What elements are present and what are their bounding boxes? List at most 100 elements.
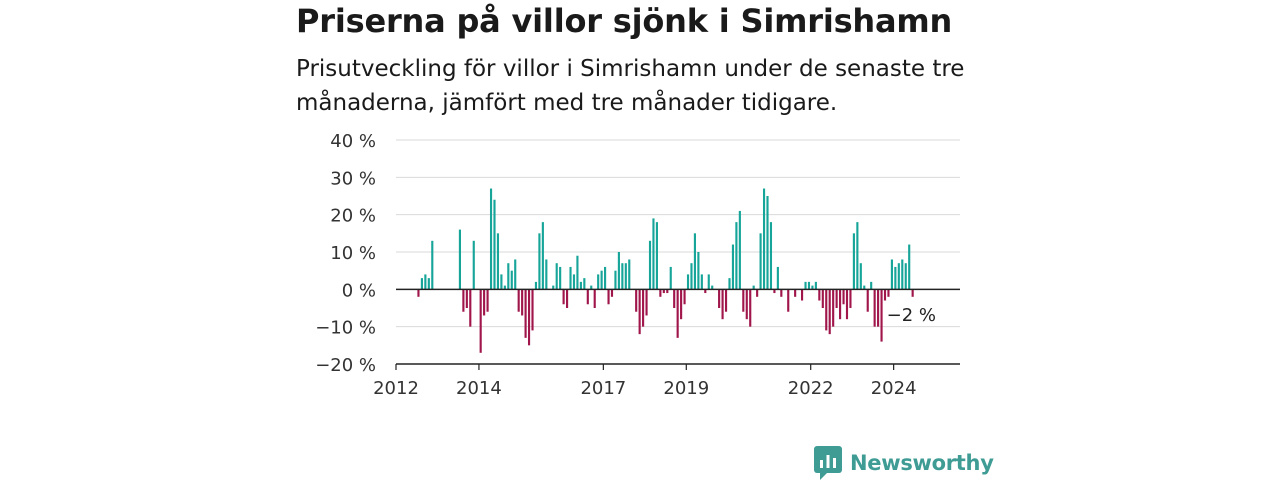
bar xyxy=(856,222,859,290)
bar xyxy=(534,281,538,290)
bar xyxy=(562,289,565,305)
bar xyxy=(828,289,831,335)
bar xyxy=(887,289,890,297)
bar xyxy=(628,259,631,290)
bar xyxy=(510,270,513,290)
bar xyxy=(597,274,600,290)
bar xyxy=(769,222,773,290)
bar xyxy=(531,289,534,331)
bar xyxy=(752,285,755,290)
bar xyxy=(565,289,569,308)
y-tick-label: −10 % xyxy=(315,318,376,339)
x-tick-label: 2012 xyxy=(373,378,419,399)
bar xyxy=(538,233,541,290)
bar xyxy=(486,289,489,312)
bar xyxy=(883,289,887,301)
bar xyxy=(873,289,876,327)
bar xyxy=(579,281,582,290)
x-tick-label: 2014 xyxy=(456,378,502,399)
last-value-label: −2 % xyxy=(887,305,936,326)
bar xyxy=(859,263,862,290)
bar xyxy=(472,240,475,290)
bar xyxy=(711,285,714,290)
bar xyxy=(787,289,790,312)
bar xyxy=(680,289,683,320)
bar xyxy=(762,188,766,290)
bar xyxy=(738,210,741,290)
bar xyxy=(479,289,482,353)
bar xyxy=(800,289,804,301)
bar xyxy=(894,266,897,290)
bar xyxy=(911,289,914,297)
bar xyxy=(593,289,596,308)
bar xyxy=(635,289,638,312)
bar xyxy=(469,289,472,327)
bar xyxy=(735,222,738,290)
bar xyxy=(655,222,658,290)
newsworthy-logo-icon xyxy=(814,446,842,480)
x-tick-label: 2024 xyxy=(871,378,917,399)
bar xyxy=(662,289,665,294)
bar xyxy=(458,229,461,290)
bar xyxy=(507,263,510,290)
bar xyxy=(866,289,869,312)
bar xyxy=(804,281,807,290)
bar xyxy=(718,289,721,308)
bar xyxy=(686,274,690,290)
bar xyxy=(908,244,911,290)
bar xyxy=(503,285,506,290)
bar xyxy=(617,252,620,290)
bar xyxy=(624,263,627,290)
bar xyxy=(731,244,735,290)
bar xyxy=(610,289,614,297)
bar xyxy=(514,259,517,290)
bar xyxy=(832,289,835,327)
chart-subtitle: Prisutveckling för villor i Simrishamn u… xyxy=(296,56,965,116)
brand-name: Newsworthy xyxy=(850,451,994,475)
bar xyxy=(890,259,893,290)
bar xyxy=(780,289,783,297)
bar xyxy=(676,289,679,338)
bar xyxy=(766,196,769,290)
bar xyxy=(569,266,572,290)
bar xyxy=(776,266,779,290)
bar xyxy=(417,289,420,297)
bar xyxy=(756,289,759,297)
bar xyxy=(707,274,710,290)
bar xyxy=(586,289,589,305)
bar xyxy=(583,278,586,290)
bar xyxy=(500,274,503,290)
bar xyxy=(614,270,617,290)
bar xyxy=(814,281,817,290)
bar xyxy=(541,222,544,290)
bar xyxy=(870,281,873,290)
bar xyxy=(749,289,752,327)
bar xyxy=(683,289,686,305)
bar xyxy=(521,289,524,316)
x-tick-label: 2022 xyxy=(788,378,834,399)
bar xyxy=(721,289,724,320)
bar xyxy=(552,285,555,290)
bar xyxy=(745,289,748,320)
bar xyxy=(724,289,728,312)
bar xyxy=(645,289,648,316)
bar xyxy=(901,259,904,290)
bar xyxy=(493,199,496,290)
bar xyxy=(877,289,880,327)
bar xyxy=(842,289,845,305)
bar xyxy=(825,289,828,331)
bar xyxy=(818,289,821,301)
bar xyxy=(572,274,576,290)
bar-chart: −20 % −10 % 0 % 10 % 20 % 30 % 40 % 2012 2014 201… xyxy=(315,131,960,399)
bar xyxy=(465,289,468,308)
bar xyxy=(559,266,562,290)
bar xyxy=(576,255,579,290)
bar xyxy=(742,289,745,312)
bar xyxy=(424,274,427,290)
bar xyxy=(431,240,434,290)
bar xyxy=(811,285,814,290)
bar xyxy=(852,233,855,290)
bar xyxy=(821,289,824,308)
bar xyxy=(427,278,430,290)
bar xyxy=(863,285,866,290)
